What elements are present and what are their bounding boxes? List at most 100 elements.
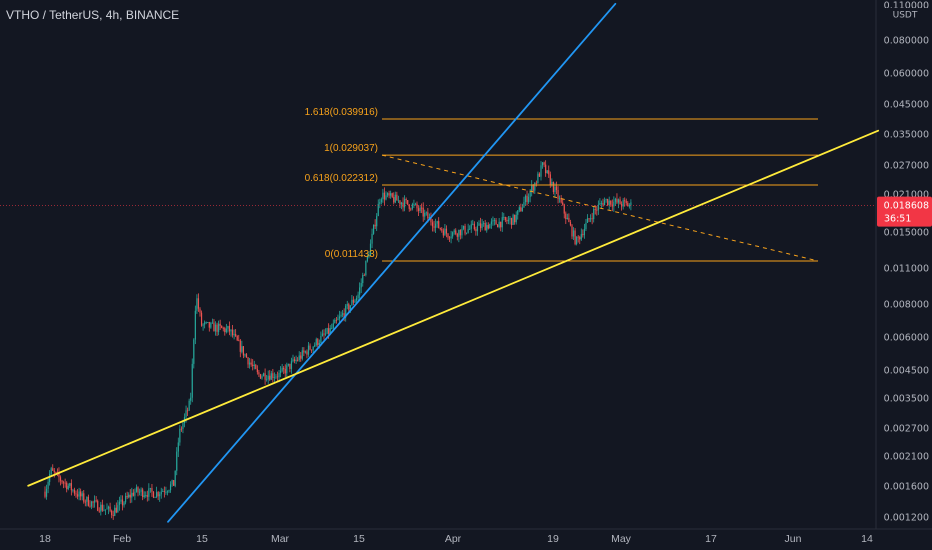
candle-body bbox=[182, 423, 184, 429]
candle-body bbox=[298, 355, 300, 361]
candle-body bbox=[447, 233, 449, 238]
candle-body bbox=[70, 483, 72, 491]
price-tick-label: 0.060000 bbox=[884, 69, 929, 80]
blue-trendline[interactable] bbox=[167, 2, 617, 523]
candle-body bbox=[278, 372, 280, 378]
candle-body bbox=[590, 218, 592, 220]
candle-body bbox=[346, 304, 348, 306]
candle-body bbox=[399, 200, 401, 205]
candle-body bbox=[379, 202, 381, 204]
candle-body bbox=[252, 364, 254, 366]
candle-body bbox=[202, 324, 204, 326]
price-tick-label: 0.035000 bbox=[884, 130, 929, 141]
bar-countdown: 36:51 bbox=[884, 214, 911, 225]
candle-body bbox=[303, 350, 305, 353]
candle-body bbox=[169, 484, 172, 491]
candle-body bbox=[66, 482, 68, 490]
candle-body bbox=[428, 216, 430, 219]
candle-body bbox=[466, 232, 468, 234]
fib-trend-line[interactable] bbox=[381, 154, 819, 262]
price-tick-label: 0.015000 bbox=[884, 228, 929, 239]
candle-body bbox=[545, 164, 547, 174]
candle-body bbox=[572, 230, 575, 237]
candle-body bbox=[524, 195, 527, 203]
candle-body bbox=[309, 345, 311, 350]
candle-body bbox=[152, 491, 155, 498]
candle-body bbox=[619, 199, 621, 205]
candle-body bbox=[59, 477, 62, 481]
candle-body bbox=[334, 319, 336, 324]
candle-body bbox=[58, 472, 60, 478]
candle-body bbox=[318, 343, 320, 346]
candle-body bbox=[520, 207, 522, 212]
candle-body bbox=[165, 491, 167, 493]
candle-body bbox=[214, 324, 217, 332]
price-tick-label: 0.021000 bbox=[884, 190, 929, 201]
time-tick-label: 19 bbox=[547, 533, 559, 545]
candle-body bbox=[146, 495, 148, 497]
candle-body bbox=[218, 323, 220, 332]
candle-body bbox=[562, 202, 564, 205]
candle-body bbox=[408, 204, 410, 209]
candle-body bbox=[231, 329, 234, 336]
candle-body bbox=[250, 362, 252, 365]
candle-body bbox=[338, 316, 341, 319]
candle-body bbox=[123, 502, 125, 506]
candle-body bbox=[180, 428, 182, 430]
candle-body bbox=[605, 199, 607, 201]
candle-body bbox=[535, 182, 537, 184]
candle-body bbox=[166, 491, 169, 493]
candle-body bbox=[179, 428, 181, 443]
candle-body bbox=[173, 480, 175, 486]
candle-body bbox=[349, 305, 351, 310]
candle-body bbox=[194, 310, 196, 340]
candle-body bbox=[355, 298, 358, 301]
candle-body bbox=[517, 210, 519, 215]
candle-body bbox=[95, 500, 97, 502]
candle-body bbox=[405, 199, 407, 201]
candle-body bbox=[579, 237, 581, 240]
candle-body bbox=[261, 376, 263, 379]
candle-body bbox=[163, 491, 165, 492]
candle-body bbox=[583, 229, 585, 236]
yellow-trendline[interactable] bbox=[27, 129, 880, 487]
candle-body bbox=[576, 236, 578, 245]
candle-body bbox=[80, 491, 82, 497]
candle-body bbox=[373, 224, 375, 234]
candle-body bbox=[262, 373, 265, 377]
candle-body bbox=[376, 216, 378, 227]
candle-body bbox=[555, 186, 558, 190]
last-price-value: 0.018608 bbox=[884, 201, 929, 212]
candle-body bbox=[156, 492, 158, 498]
candle-body bbox=[75, 493, 77, 495]
candle-body bbox=[439, 228, 441, 229]
candle-body bbox=[259, 374, 262, 379]
candle-body bbox=[404, 199, 406, 208]
candle-body bbox=[72, 489, 74, 491]
candle-body bbox=[87, 496, 89, 506]
candle-body bbox=[94, 500, 96, 503]
candle-body bbox=[388, 193, 390, 196]
candle-body bbox=[532, 185, 534, 191]
candle-body bbox=[216, 324, 218, 332]
candle-body bbox=[400, 202, 403, 205]
candle-body bbox=[134, 491, 136, 496]
candle-body bbox=[382, 192, 384, 200]
candle-body bbox=[199, 308, 201, 313]
candle-body bbox=[565, 213, 567, 220]
candle-body bbox=[411, 204, 413, 210]
candle-body bbox=[311, 349, 313, 351]
candle-body bbox=[328, 328, 330, 334]
candle-body bbox=[92, 501, 94, 503]
candle-body bbox=[89, 505, 91, 507]
candle-body bbox=[76, 494, 79, 497]
candle-body bbox=[120, 499, 122, 502]
candle-body bbox=[427, 212, 429, 219]
candle-body bbox=[455, 230, 457, 235]
candle-body bbox=[459, 229, 461, 236]
candle-body bbox=[307, 345, 310, 355]
candle-body bbox=[352, 299, 355, 303]
candle-body bbox=[461, 228, 463, 236]
